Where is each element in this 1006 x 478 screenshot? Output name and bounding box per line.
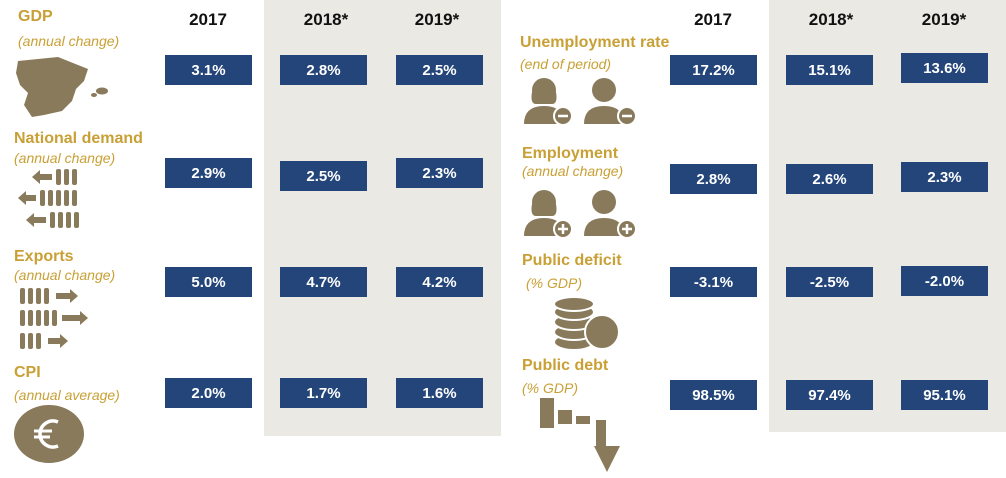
- public-debt-2019-value: 95.1%: [901, 380, 988, 410]
- public-deficit-2018-value: -2.5%: [786, 267, 873, 297]
- left-header-2018: 2018*: [303, 10, 349, 29]
- exports-sub: (annual change): [14, 267, 116, 283]
- public-deficit-2017-value: -3.1%: [670, 267, 757, 297]
- cpi-2018-value: 1.7%: [280, 378, 367, 408]
- people-plus-icon: [522, 186, 642, 240]
- public-debt-2018-value: 97.4%: [786, 380, 873, 410]
- right-header-2017: 2017: [694, 10, 732, 29]
- cpi-sub: (annual average): [14, 387, 120, 403]
- import-arrows-icon: [16, 167, 90, 233]
- national-demand-2018-value: 2.5%: [280, 161, 367, 191]
- employment-label: Employment: [522, 145, 619, 162]
- gdp-2019-value: 2.5%: [396, 55, 483, 85]
- exports-2018-value: 4.7%: [280, 267, 367, 297]
- public-deficit-label: Public deficit: [522, 252, 622, 269]
- national-demand-2017-value: 2.9%: [165, 158, 252, 188]
- coin-stack-icon: [552, 296, 622, 352]
- national-demand-2019-value: 2.3%: [396, 158, 483, 188]
- declining-bars-icon: [538, 396, 634, 476]
- spain-map-icon: [14, 55, 110, 121]
- employment-sub: (annual change): [522, 163, 624, 179]
- public-debt-2017-value: 98.5%: [670, 380, 757, 410]
- gdp-2018-value: 2.8%: [280, 55, 367, 85]
- public-debt-sub: (% GDP): [522, 380, 578, 396]
- exports-2017-value: 5.0%: [165, 267, 252, 297]
- export-arrows-icon: [18, 286, 94, 354]
- unemployment-2017-value: 17.2%: [670, 55, 757, 85]
- unemployment-sub: (end of period): [520, 56, 612, 72]
- employment-2018-value: 2.6%: [786, 164, 873, 194]
- unemployment-label: Unemployment rate: [520, 34, 670, 51]
- exports-2019-value: 4.2%: [396, 267, 483, 297]
- euro-coin-icon: [12, 404, 86, 464]
- public-deficit-sub: (% GDP): [526, 275, 582, 291]
- unemployment-2018-value: 15.1%: [786, 55, 873, 85]
- cpi-label: CPI: [14, 364, 41, 381]
- gdp-2017-value: 3.1%: [165, 55, 252, 85]
- national-demand-label: National demand: [14, 130, 143, 147]
- public-debt-label: Public debt: [522, 357, 609, 374]
- employment-2017-value: 2.8%: [670, 164, 757, 194]
- unemployment-2019-value: 13.6%: [901, 53, 988, 83]
- employment-2019-value: 2.3%: [901, 162, 988, 192]
- left-header-2019: 2019*: [414, 10, 460, 29]
- right-header-2018: 2018*: [808, 10, 854, 29]
- gdp-label: GDP: [18, 8, 53, 25]
- left-header-2017: 2017: [189, 10, 227, 29]
- right-header-2019: 2019*: [921, 10, 967, 29]
- public-deficit-2019-value: -2.0%: [901, 266, 988, 296]
- cpi-2017-value: 2.0%: [165, 378, 252, 408]
- cpi-2019-value: 1.6%: [396, 378, 483, 408]
- people-minus-icon: [522, 74, 642, 126]
- exports-label: Exports: [14, 248, 74, 265]
- gdp-sub: (annual change): [18, 33, 120, 49]
- national-demand-sub: (annual change): [14, 150, 116, 166]
